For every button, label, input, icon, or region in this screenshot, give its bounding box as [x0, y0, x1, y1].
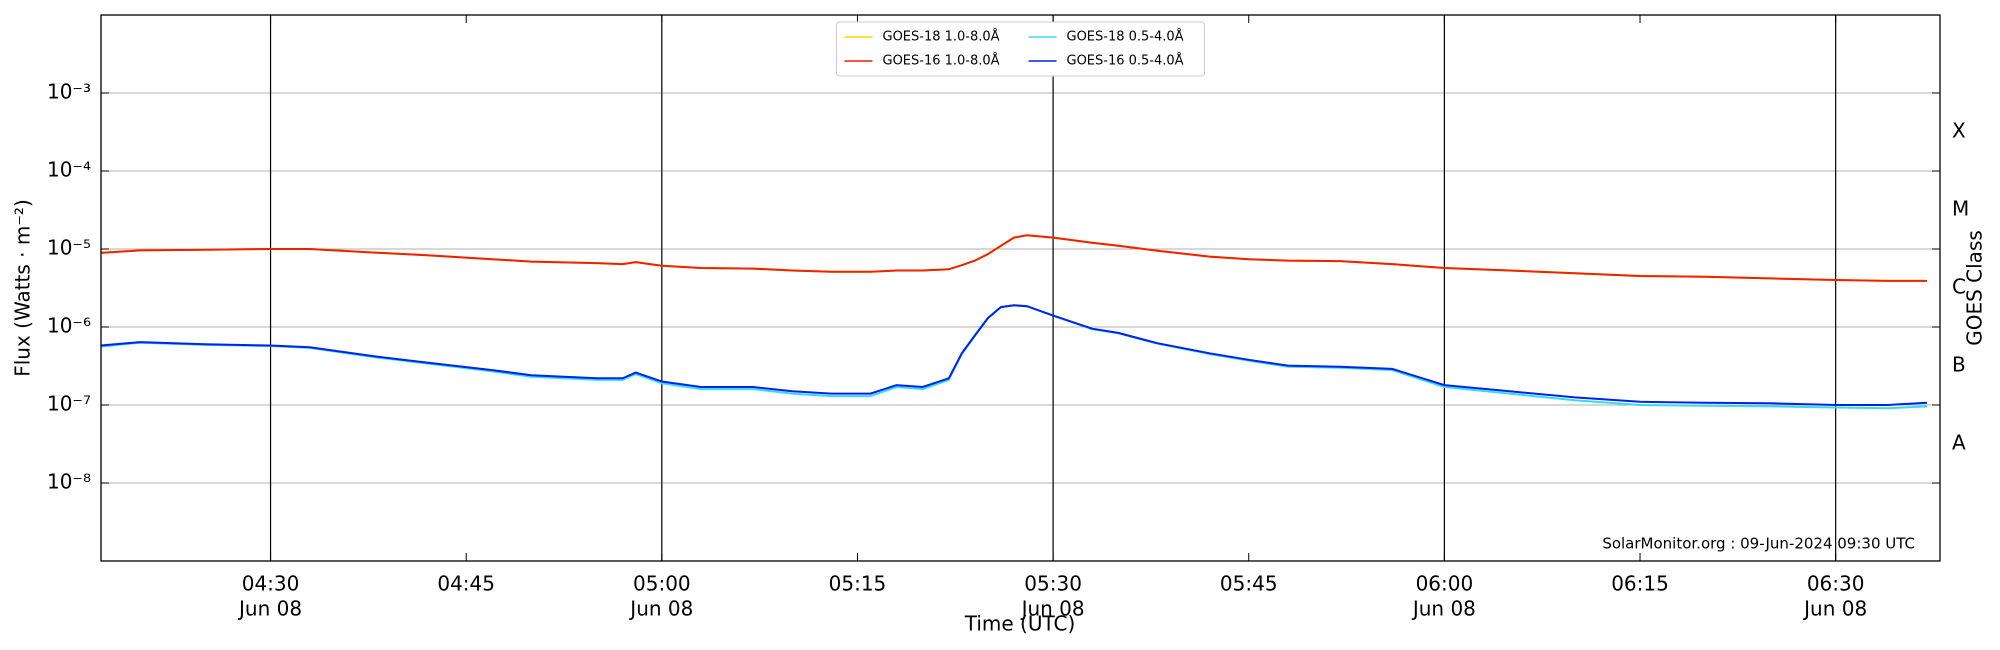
x-tick-label: 05:00	[633, 572, 691, 596]
annotation: SolarMonitor.org : 09-Jun-2024 09:30 UTC	[1602, 535, 1915, 553]
y-axis-label: Flux (Watts · m⁻²)	[11, 199, 35, 377]
y-tick-label: 10⁻⁶	[47, 314, 91, 338]
x-tick-date: Jun 08	[237, 597, 302, 621]
y-tick-label: 10⁻⁷	[47, 392, 91, 416]
x-tick-label: 05:15	[829, 572, 887, 596]
y-tick-label: 10⁻⁵	[47, 236, 91, 260]
y2-tick-label: A	[1952, 431, 1966, 455]
x-tick-label: 04:30	[242, 572, 300, 596]
legend-label: GOES-16 1.0-8.0Å	[883, 53, 1000, 69]
y2-tick-label: C	[1952, 275, 1966, 299]
x-tick-date: Jun 08	[1802, 597, 1867, 621]
x-tick-label: 04:45	[437, 572, 495, 596]
x-tick-label: 05:45	[1220, 572, 1278, 596]
x-tick-label: 05:30	[1024, 572, 1082, 596]
x-axis-label: Time (UTC)	[964, 612, 1076, 636]
plot-frame	[100, 14, 1941, 562]
y2-axis-label: GOES Class	[1963, 230, 1987, 346]
y2-tick-label: M	[1952, 197, 1969, 221]
x-tick-label: 06:00	[1416, 572, 1474, 596]
y2-tick-label: X	[1952, 119, 1966, 143]
x-tick-date: Jun 08	[1020, 597, 1085, 621]
x-tick-label: 06:15	[1611, 572, 1669, 596]
x-tick-label: 06:30	[1807, 572, 1865, 596]
y-tick-label: 10⁻³	[47, 80, 91, 104]
legend-label: GOES-18 1.0-8.0Å	[883, 29, 1000, 45]
series-line	[100, 234, 1927, 282]
y-tick-label: 10⁻⁸	[47, 470, 91, 494]
y2-tick-label: B	[1952, 353, 1966, 377]
series-line	[100, 304, 1928, 406]
x-tick-date: Jun 08	[1411, 597, 1476, 621]
legend-label: GOES-16 0.5-4.0Å	[1067, 53, 1184, 69]
y-tick-label: 10⁻⁴	[47, 158, 91, 182]
series-line	[100, 234, 1927, 282]
x-tick-date: Jun 08	[628, 597, 693, 621]
legend-box	[836, 21, 1205, 77]
legend-label: GOES-18 0.5-4.0Å	[1067, 29, 1184, 45]
